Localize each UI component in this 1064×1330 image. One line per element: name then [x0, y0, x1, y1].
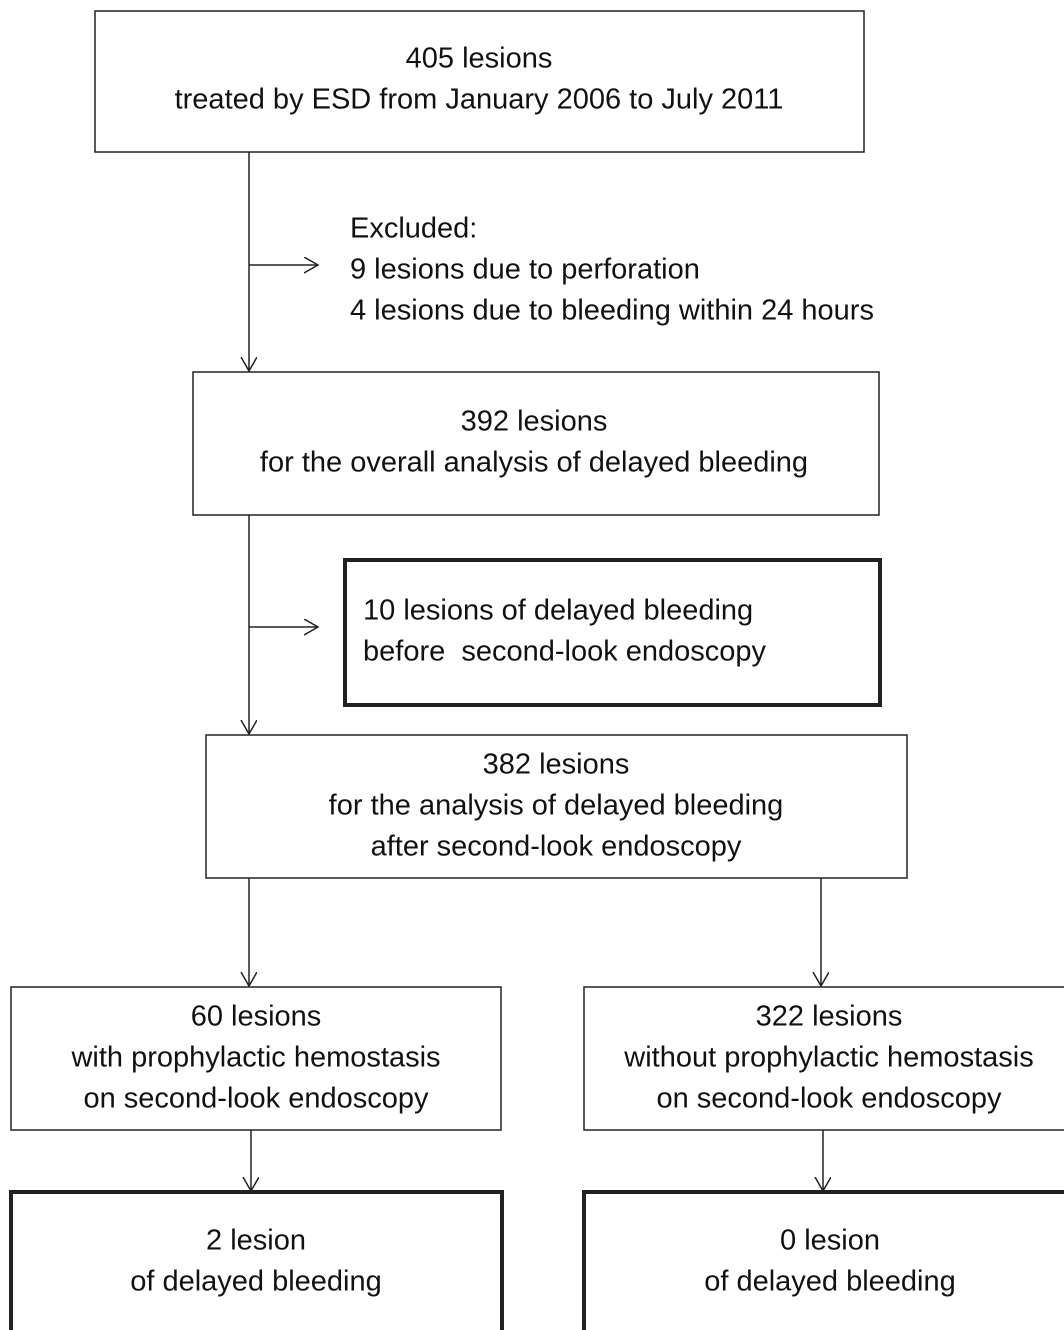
box — [9, 1190, 504, 1330]
box — [94, 10, 865, 153]
labels: 405 lesions treated by ESD from January 2… — [70, 43, 1033, 1298]
node-text: 0 lesion — [780, 1225, 880, 1257]
node-text: on second-look endoscopy — [83, 1083, 429, 1115]
node-text: 382 lesions — [483, 749, 630, 781]
node-text: 10 lesions of delayed bleeding — [363, 595, 753, 627]
node-text: 60 lesions — [191, 1001, 322, 1033]
node-text: treated by ESD from January 2006 to July… — [175, 84, 784, 116]
box — [205, 734, 908, 879]
node-text: 9 lesions due to perforation — [350, 254, 700, 286]
node-text: for the overall analysis of delayed blee… — [260, 447, 808, 479]
box — [583, 986, 1064, 1131]
connectors — [249, 152, 823, 1191]
box — [10, 986, 502, 1131]
node-text: 405 lesions — [406, 43, 553, 75]
node-text: 2 lesion — [206, 1225, 306, 1257]
node-text: before second-look endoscopy — [363, 636, 767, 668]
node-text: 392 lesions — [461, 406, 608, 438]
node-text: 322 lesions — [756, 1001, 903, 1033]
node-text: with prophylactic hemostasis — [70, 1042, 440, 1074]
box — [343, 558, 882, 707]
node-text: without prophylactic hemostasis — [623, 1042, 1033, 1074]
node-text: after second-look endoscopy — [371, 831, 742, 863]
box — [192, 371, 880, 516]
node-text: 4 lesions due to bleeding within 24 hour… — [350, 295, 874, 327]
node-text: for the analysis of delayed bleeding — [329, 790, 784, 822]
node-text: on second-look endoscopy — [656, 1083, 1002, 1115]
box — [582, 1190, 1064, 1330]
node-text: of delayed bleeding — [130, 1266, 382, 1298]
node-text: Excluded: — [350, 213, 477, 245]
node-text: of delayed bleeding — [704, 1266, 956, 1298]
